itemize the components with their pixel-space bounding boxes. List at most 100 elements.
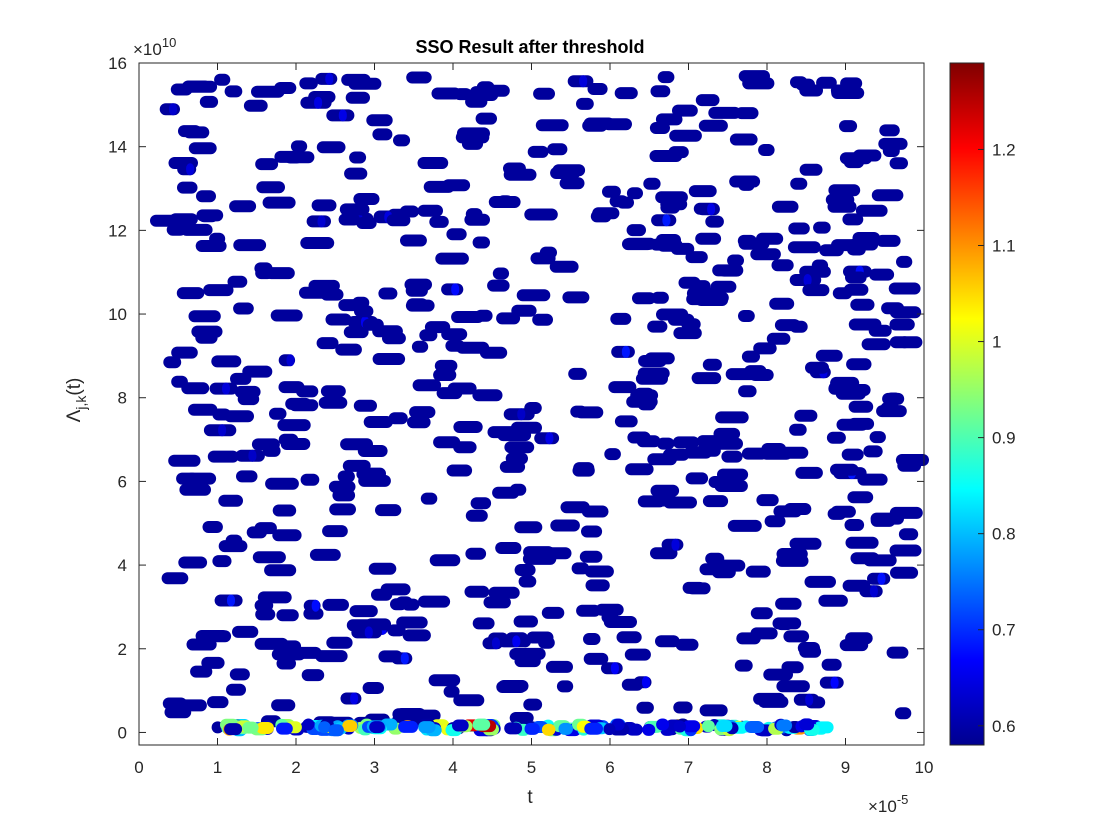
scatter-point [445,339,465,352]
y-tick-label: 14 [108,138,127,157]
scatter-point [328,724,344,737]
scatter-point [888,282,921,295]
scatter-point [513,615,538,628]
scatter-point [497,680,529,692]
scatter-point [177,181,198,194]
scatter-point [656,437,675,450]
scatter-point [572,464,595,477]
scatter-point [504,441,535,454]
scatter-point [364,626,373,639]
scatter-point [845,632,873,645]
scatter-point [787,241,821,254]
scatter-point [727,519,762,532]
scatter-point [344,167,368,180]
scatter-point [375,504,402,517]
scatter-point [727,254,744,267]
scatter-point [185,472,217,485]
y-tick-label: 6 [118,472,127,491]
scatter-point [655,191,688,204]
scatter-point [169,103,177,116]
scatter-point [575,406,604,419]
scatter-point [889,544,922,557]
scatter-point [168,454,201,467]
scatter-point [673,720,686,733]
scatter-point [579,75,588,88]
scatter-point [369,721,385,734]
scatter-point [753,342,777,355]
scatter-point [300,237,335,249]
scatter-point [180,223,213,236]
svg-text:×10-5: ×10-5 [868,792,908,816]
scatter-point [736,632,761,645]
scatter-point [301,669,325,682]
scatter-point [650,85,671,98]
scatter-point [541,723,556,736]
scatter-point [688,185,717,198]
scatter-point [287,151,315,164]
scatter-point [672,436,700,449]
scatter-point [348,77,382,90]
scatter-point [518,575,537,588]
scatter-point [224,723,243,736]
scatter-point [248,449,257,462]
scatter-point [300,473,320,486]
scatter-point [857,473,888,486]
scatter-point [771,200,799,213]
scatter-point [799,163,823,176]
scatter-point [387,624,406,637]
scatter-point [514,564,536,576]
scatter-point [302,718,315,731]
scatter-point [214,73,231,86]
scatter-point [669,129,702,142]
scatter-point [583,117,615,130]
scatter-point [560,501,590,514]
scatter-point [236,470,258,483]
scatter-point [487,279,510,292]
scatter-point [830,463,859,476]
scatter-point [535,119,569,132]
scatter-point [181,382,210,395]
scatter-point [296,385,319,398]
scatter-point [207,696,229,709]
scatter-point [396,616,428,629]
scatter-point [453,694,485,707]
scatter-point [869,268,895,281]
svg-text:×1010: ×1010 [133,35,176,59]
scatter-point [848,400,874,413]
x-tick-label: 6 [605,758,614,777]
scatter-point [474,309,493,322]
scatter-point [783,630,810,643]
scatter-point [320,385,346,398]
scatter-point [329,503,356,516]
scatter-point [286,354,295,367]
scatter-point [280,438,311,450]
scatter-point [446,228,467,241]
scatter-point [897,459,922,472]
scatter-point [464,585,490,598]
scatter-point [492,637,500,650]
scatter-point [672,104,698,117]
scatter-point [695,232,722,245]
scatter-point [729,133,758,146]
scatter-point [758,695,789,708]
scatter-point [418,721,436,734]
scatter-point [741,447,768,460]
scatter-point [539,246,557,259]
scatter-point [637,398,657,411]
scatter-point [276,722,293,735]
scatter-point [828,184,861,197]
scatter-point [846,358,872,371]
scatter-point [632,292,656,305]
scatter-point [671,538,680,551]
scatter-point [420,492,438,505]
scatter-point [251,438,280,451]
scatter-point [524,722,540,735]
scatter-point [516,289,551,302]
scatter-point [603,723,616,736]
scatter-point [479,346,508,359]
scatter-point [514,521,543,534]
scatter-point [587,83,608,95]
scatter-point [848,238,879,251]
scatter-point [509,712,534,724]
scatter-point [188,310,221,323]
